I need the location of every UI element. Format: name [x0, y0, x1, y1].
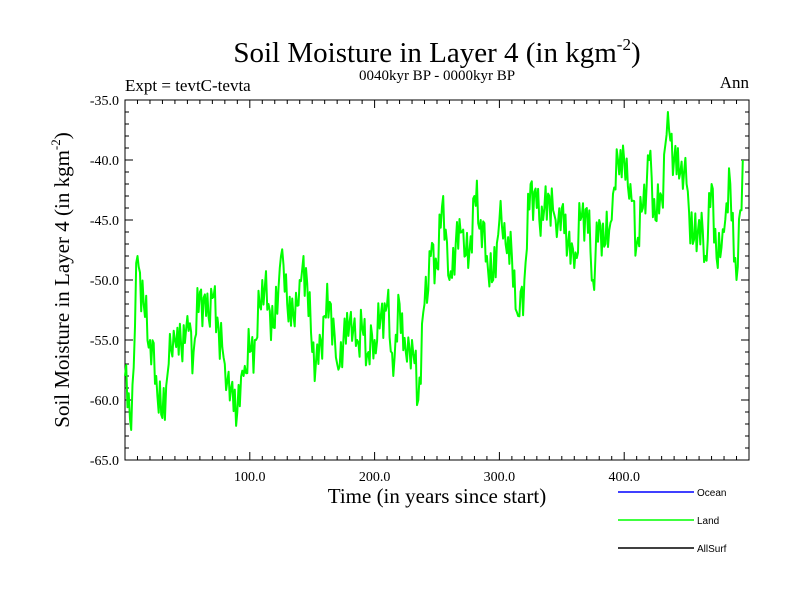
y-axis: -65.0 -60.0 -55.0 -50.0 -45.0 -40.0 -35.0 [90, 94, 749, 469]
chart-title-close: ) [631, 37, 641, 69]
y-axis-label-close: ) [50, 132, 74, 139]
chart-title-text: Soil Moisture in Layer 4 (in kgm [233, 37, 617, 69]
y-axis-label: Soil Moisture in Layer 4 (in kgm-2) [48, 132, 74, 427]
y-tick-label: -40.0 [90, 154, 119, 169]
x-tick-label: 200.0 [359, 470, 391, 485]
chart-title: Soil Moisture in Layer 4 (in kgm-2) [233, 35, 640, 69]
y-axis-label-superscript: -2 [48, 139, 63, 150]
y-tick-label: -35.0 [90, 94, 119, 109]
y-tick-label: -65.0 [90, 454, 119, 469]
legend-label-ocean: Ocean [697, 488, 726, 499]
x-axis-label: Time (in years since start) [328, 484, 547, 508]
y-tick-label: -60.0 [90, 394, 119, 409]
plot-frame [124, 99, 750, 461]
legend-label-allsurf: AllSurf [697, 544, 727, 555]
subtitle-right: Ann [720, 73, 750, 92]
series-line-land [124, 111, 744, 431]
chart-title-superscript: -2 [617, 35, 631, 54]
subtitle-center: 0040kyr BP - 0000kyr BP [359, 68, 515, 84]
legend-label-land: Land [697, 516, 719, 527]
y-axis-label-text: Soil Moisture in Layer 4 (in kgm [50, 150, 74, 428]
legend: Ocean Land AllSurf [618, 488, 727, 555]
x-tick-label: 100.0 [234, 470, 266, 485]
subtitle-left: Expt = tevtC-tevta [125, 76, 251, 95]
y-tick-label: -55.0 [90, 334, 119, 349]
y-tick-label: -45.0 [90, 214, 119, 229]
x-axis: 100.0 200.0 300.0 400.0 [136, 100, 738, 485]
series-layer [124, 111, 744, 431]
x-tick-label: 400.0 [608, 470, 640, 485]
x-tick-label: 300.0 [484, 470, 516, 485]
y-tick-label: -50.0 [90, 274, 119, 289]
